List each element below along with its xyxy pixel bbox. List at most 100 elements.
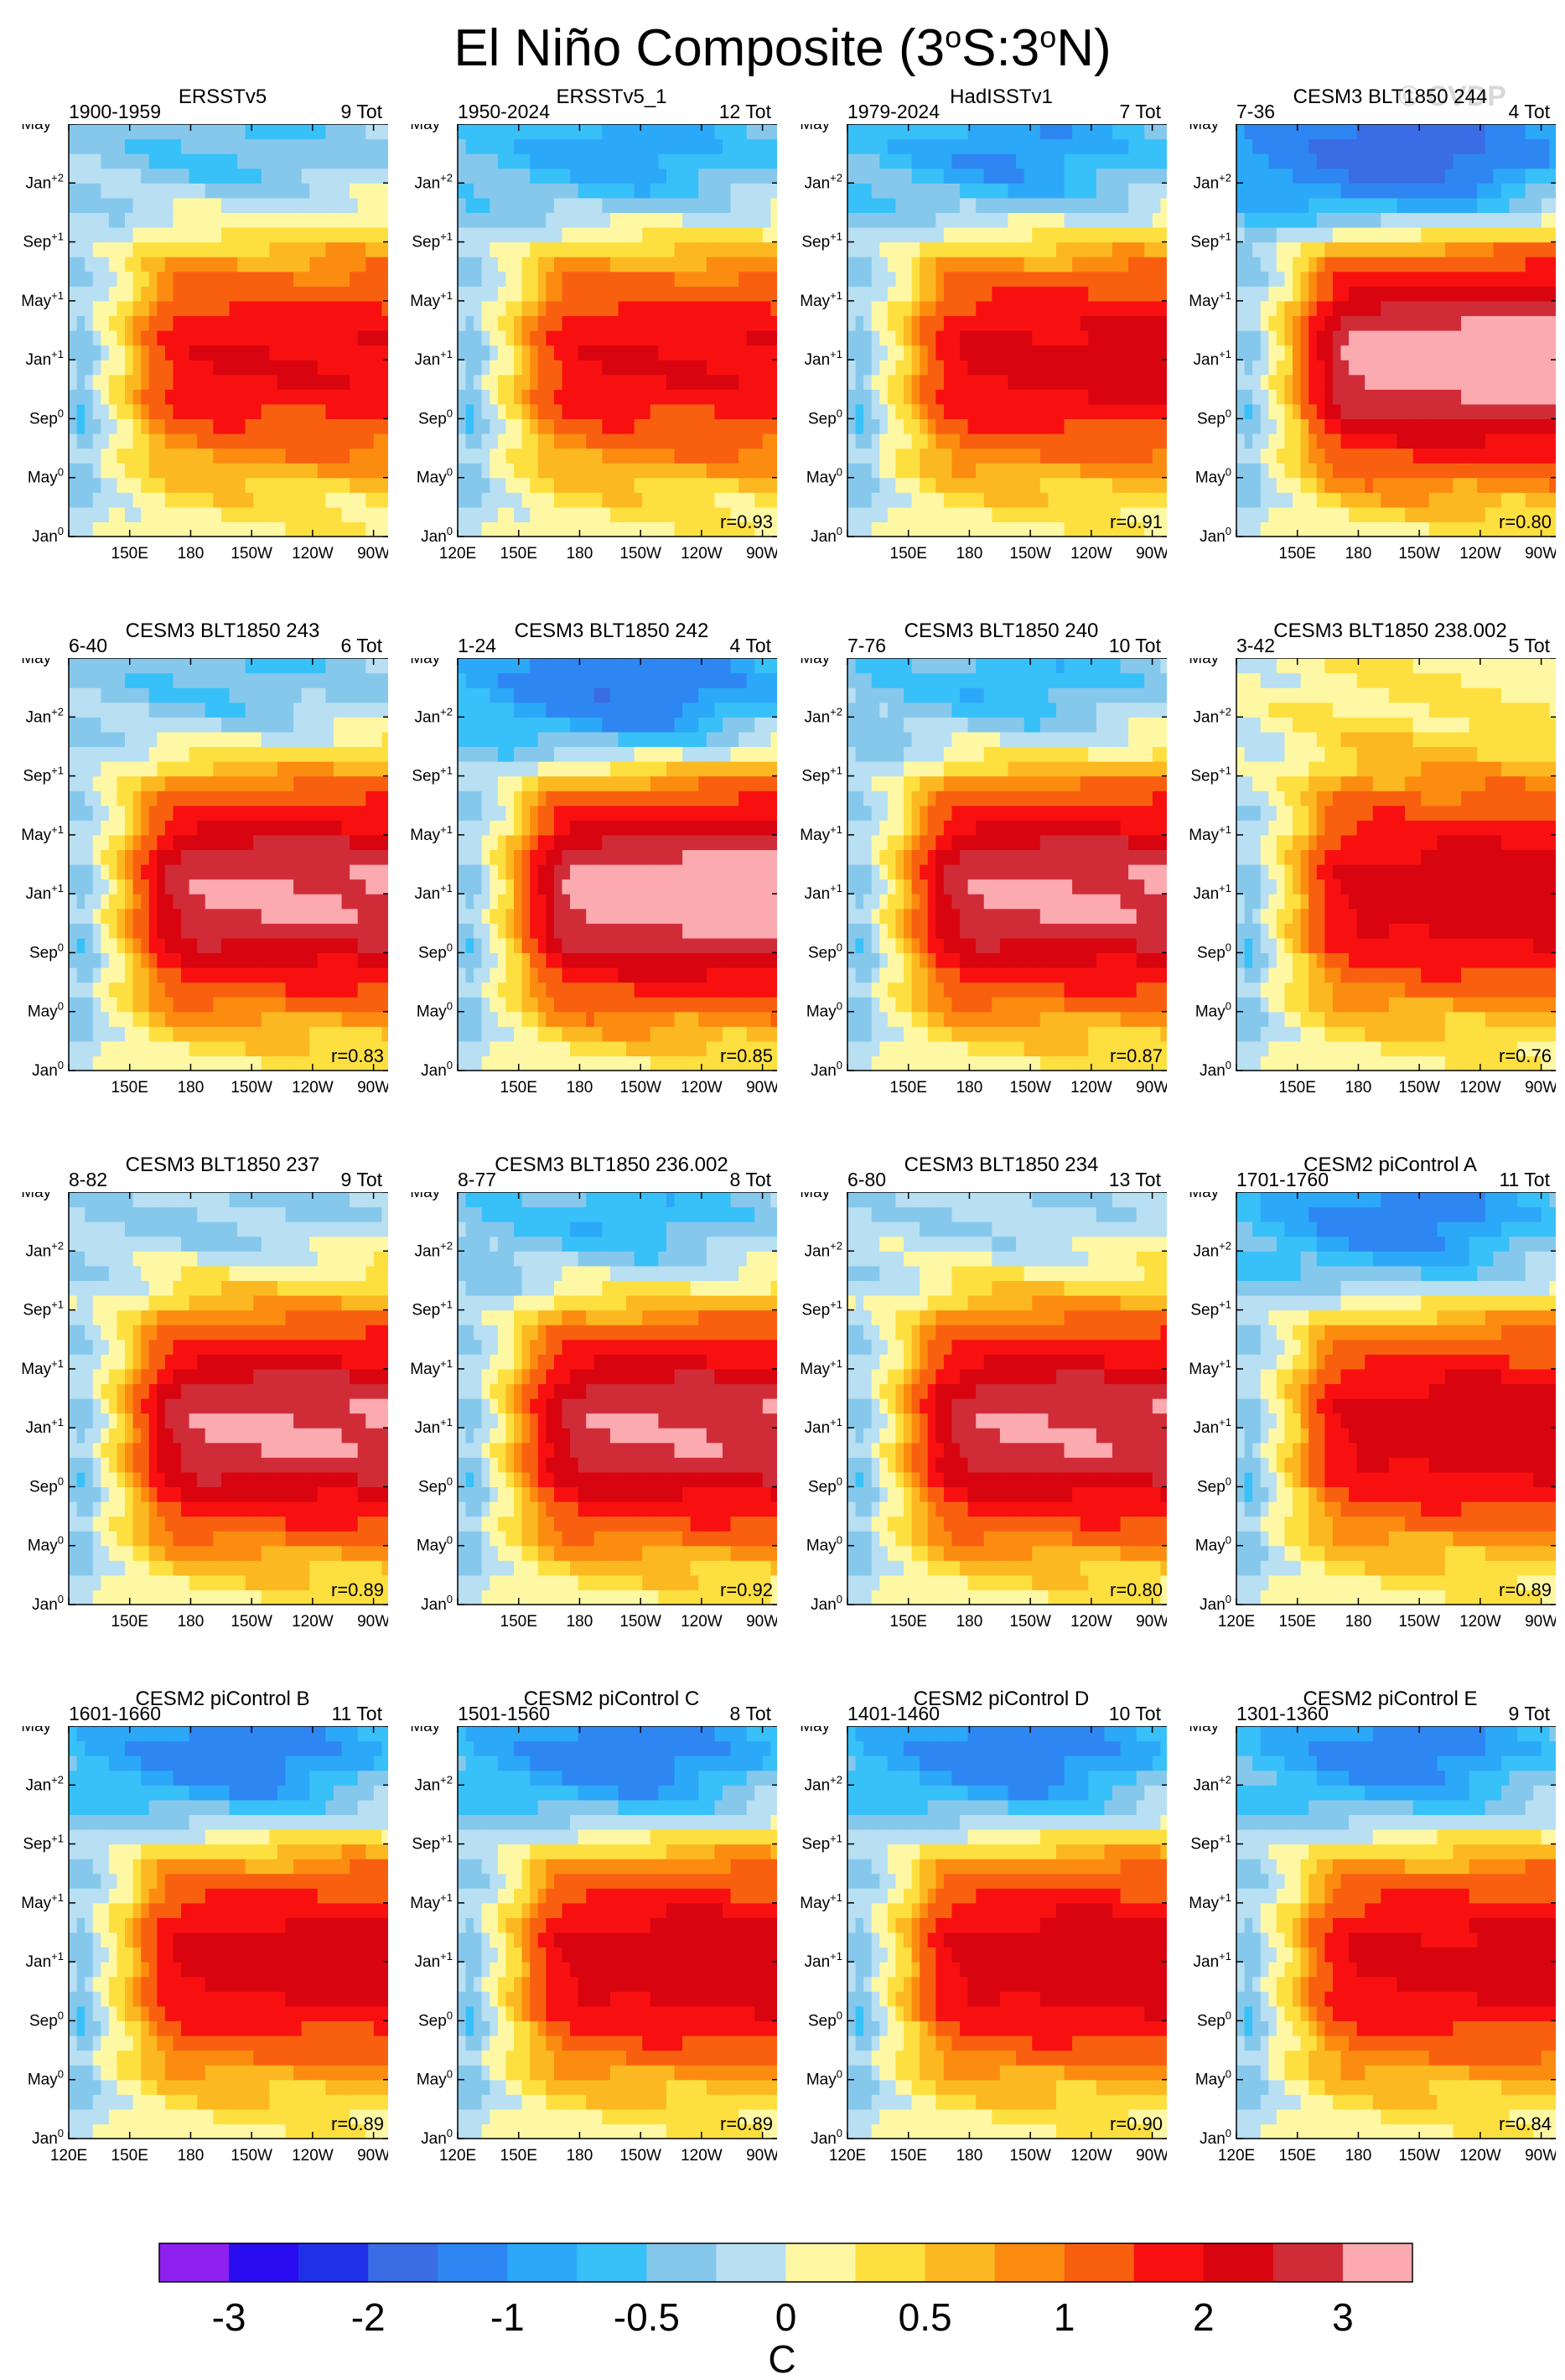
heatmap-cell xyxy=(1032,315,1041,331)
heatmap-cell xyxy=(570,271,579,287)
heatmap-cell xyxy=(1324,448,1334,464)
heatmap-cell xyxy=(960,521,969,537)
heatmap-cell xyxy=(855,433,864,449)
heatmap-cell xyxy=(117,257,126,272)
heatmap-cell xyxy=(935,463,945,479)
heatmap-cell xyxy=(1276,153,1286,169)
heatmap-cell xyxy=(863,403,873,420)
heatmap-cell xyxy=(189,463,198,479)
heatmap-cell xyxy=(505,345,515,360)
heatmap-cell xyxy=(537,227,547,243)
heatmap-cell xyxy=(365,1055,375,1071)
heatmap-cell xyxy=(879,477,889,493)
heatmap-cell xyxy=(365,433,375,449)
heatmap-cell xyxy=(1032,374,1041,390)
heatmap-cell xyxy=(593,315,603,331)
heatmap-cell xyxy=(1421,257,1430,272)
heatmap-cell xyxy=(253,506,262,523)
heatmap-cell xyxy=(1268,197,1277,214)
heatmap-cell xyxy=(76,257,86,272)
heatmap-cell xyxy=(141,477,150,493)
heatmap-cell xyxy=(602,389,611,405)
heatmap-cell xyxy=(1268,492,1277,508)
heatmap-cell xyxy=(1388,257,1398,272)
heatmap-cell xyxy=(730,389,739,405)
heatmap-cell xyxy=(746,257,755,272)
panel-count: 6 Tot xyxy=(340,635,382,656)
heatmap-cell xyxy=(762,463,772,479)
heatmap-cell xyxy=(1365,448,1374,464)
heatmap-cell xyxy=(261,506,270,523)
heatmap-cell xyxy=(521,212,531,228)
heatmap-cell xyxy=(714,153,723,169)
heatmap-cell xyxy=(1112,183,1122,199)
heatmap-cell xyxy=(365,403,375,420)
heatmap-cell xyxy=(983,138,992,154)
heatmap-cell xyxy=(1437,521,1446,537)
heatmap-cell xyxy=(879,389,889,405)
y-tick-label: Jan0 xyxy=(421,525,453,546)
heatmap-cell xyxy=(125,463,134,479)
heatmap-cell xyxy=(1477,315,1486,331)
heatmap-cell xyxy=(911,153,920,169)
heatmap-cell xyxy=(1008,153,1017,169)
heatmap-cell xyxy=(1405,418,1414,434)
heatmap-cell xyxy=(1112,271,1122,287)
heatmap-cell xyxy=(1112,315,1122,331)
heatmap-cell xyxy=(141,212,150,228)
heatmap-cell xyxy=(602,124,611,140)
heatmap-cell xyxy=(141,197,150,214)
heatmap-cell xyxy=(381,315,388,331)
heatmap-cell xyxy=(245,138,254,154)
heatmap-cell xyxy=(626,448,635,464)
heatmap-cell xyxy=(365,418,375,434)
heatmap-cell xyxy=(474,212,483,228)
heatmap-cell xyxy=(309,1055,319,1071)
heatmap-cell xyxy=(1260,300,1269,317)
heatmap-cell xyxy=(1120,124,1129,140)
heatmap-cell xyxy=(164,463,174,479)
heatmap-cell xyxy=(593,168,603,184)
heatmap-cell xyxy=(1332,360,1342,376)
heatmap-cell xyxy=(76,360,86,376)
heatmap-cell xyxy=(1477,271,1486,287)
heatmap-cell xyxy=(125,997,134,1013)
heatmap-cell xyxy=(148,183,158,199)
heatmap-cell xyxy=(730,197,739,214)
heatmap-cell xyxy=(148,345,158,360)
heatmap-cell xyxy=(173,418,182,434)
heatmap-cell xyxy=(593,124,603,140)
heatmap-cell xyxy=(1381,168,1390,184)
heatmap-cell xyxy=(301,168,310,184)
heatmap-cell xyxy=(871,257,880,272)
heatmap-cell xyxy=(887,124,897,140)
heatmap-cell xyxy=(1493,330,1502,346)
heatmap-cell xyxy=(481,227,490,243)
heatmap-cell xyxy=(1340,212,1350,228)
heatmap-cell xyxy=(1244,124,1253,140)
heatmap-cell xyxy=(76,521,86,537)
heatmap-cell xyxy=(293,330,303,346)
heatmap-cell xyxy=(76,952,86,968)
heatmap-cell xyxy=(879,330,889,346)
heatmap-cell xyxy=(205,360,214,376)
heatmap-cell xyxy=(1144,257,1153,272)
heatmap-cell xyxy=(117,997,126,1013)
heatmap-cell xyxy=(481,300,490,317)
heatmap-cell xyxy=(285,1040,294,1057)
heatmap-cell xyxy=(863,330,873,346)
heatmap-cell xyxy=(553,300,563,317)
heatmap-cell xyxy=(350,286,359,302)
heatmap-cell xyxy=(1485,477,1494,493)
heatmap-cell xyxy=(157,374,166,390)
heatmap-cell xyxy=(1405,300,1414,317)
heatmap-cell xyxy=(609,418,619,434)
heatmap-cell xyxy=(521,153,531,169)
heatmap-cell xyxy=(269,448,278,464)
heatmap-cell xyxy=(357,418,366,434)
heatmap-cell xyxy=(762,330,772,346)
heatmap-cell xyxy=(521,345,531,360)
heatmap-cell xyxy=(537,463,547,479)
heatmap-cell xyxy=(626,286,635,302)
heatmap-cell xyxy=(1485,286,1494,302)
